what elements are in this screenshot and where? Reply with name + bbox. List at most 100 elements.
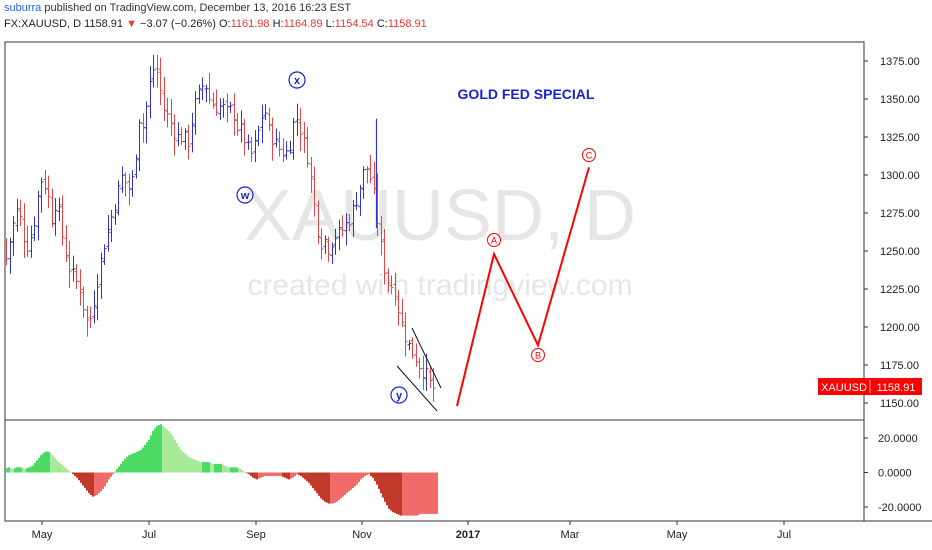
oscillator-bar <box>366 472 368 476</box>
oscillator-bar <box>50 453 52 473</box>
oscillator-bar <box>422 472 424 514</box>
oscillator-bar <box>90 472 92 495</box>
oscillator-bar <box>126 456 128 473</box>
oscillator-bar <box>136 451 138 473</box>
channel-lower-line[interactable] <box>396 365 438 412</box>
oscillator-bar <box>112 472 114 475</box>
osc-tick-label: -20.0000 <box>878 502 921 514</box>
oscillator-bar <box>192 458 194 473</box>
oscillator-bar <box>282 472 284 477</box>
oscillator-bar <box>308 472 310 483</box>
oscillator-bar <box>428 472 430 514</box>
price-tick-label: 1325.00 <box>880 132 920 144</box>
oscillator-bar <box>328 472 330 504</box>
badge-value: 1158.91 <box>877 382 916 394</box>
oscillator-bar <box>88 472 90 494</box>
oscillator-bar <box>286 472 288 479</box>
author-link[interactable]: suburra <box>4 2 42 14</box>
oscillator-bar <box>258 472 260 479</box>
oscillator-bar <box>292 472 294 478</box>
oscillator-bar <box>262 472 264 477</box>
oscillator-bar <box>94 472 96 496</box>
oscillator-bar <box>230 467 232 473</box>
oscillator-bar <box>424 472 426 514</box>
oscillator-bar <box>278 472 280 476</box>
oscillator-bar <box>314 472 316 491</box>
oscillator-bar <box>154 428 156 473</box>
oscillator-bar <box>64 467 66 473</box>
oscillator-bar <box>12 469 14 473</box>
wave-label-b[interactable]: B <box>531 348 545 362</box>
price-tick-label: 1275.00 <box>880 208 920 220</box>
oscillator-bar <box>338 472 340 501</box>
price-tick-label: 1350.00 <box>880 94 920 106</box>
oscillator-bar <box>72 472 74 475</box>
oscillator-bar <box>104 472 106 487</box>
oscillator-bar <box>394 472 396 514</box>
oscillator-bar <box>332 472 334 504</box>
low-value: 1154.54 <box>334 18 374 30</box>
wave-label-x[interactable]: x <box>288 71 306 89</box>
oscillator-bar <box>420 472 422 514</box>
oscillator-bar <box>148 439 150 473</box>
oscillator-bar <box>60 463 62 473</box>
time-axis: May Jul Sep Nov 2017 Mar May Jul <box>32 521 791 541</box>
oscillator-bar <box>310 472 312 486</box>
symbol-name: FX:XAUUSD, D <box>4 18 82 30</box>
oscillator-bar <box>274 472 276 476</box>
price-tick-label: 1225.00 <box>880 284 920 296</box>
oscillator-bar <box>46 451 48 473</box>
oscillator-bar <box>48 451 50 473</box>
svg-text:w: w <box>240 190 250 202</box>
oscillator-bar <box>238 468 240 473</box>
oscillator-bar <box>8 467 10 473</box>
symbol-info: FX:XAUUSD, D 1158.91 ▼ −3.07 (−0.26%) O:… <box>4 18 427 30</box>
open-label: O: <box>218 18 231 30</box>
time-tick-label: May <box>667 529 688 541</box>
oscillator-bar <box>214 463 216 473</box>
time-tick-label: Mar <box>561 529 580 541</box>
oscillator-bar <box>416 472 418 516</box>
oscillator-bar <box>178 446 180 473</box>
watermark-symbol: XAUUSD, D <box>244 176 636 256</box>
badge-symbol: XAUUSD <box>821 382 867 394</box>
time-tick-label: 2017 <box>456 529 480 541</box>
oscillator-bar <box>400 472 402 516</box>
wave-label-w[interactable]: w <box>236 186 254 204</box>
oscillator-bar <box>352 472 354 489</box>
oscillator-bar <box>364 472 366 476</box>
publish-text: published on TradingView.com, December 1… <box>44 2 352 14</box>
wave-label-c[interactable]: C <box>582 148 596 162</box>
chart-annotation-title: GOLD FED SPECIAL <box>458 86 595 102</box>
oscillator-bar <box>132 453 134 473</box>
oscillator-bar <box>158 425 160 473</box>
oscillator-bar <box>222 464 224 473</box>
svg-text:B: B <box>535 351 541 361</box>
oscillator-bar <box>396 472 398 514</box>
oscillator-bar <box>436 472 438 514</box>
wave-label-y[interactable]: y <box>390 386 408 404</box>
oscillator-bar <box>344 472 346 495</box>
oscillator-bar <box>176 443 178 473</box>
svg-text:y: y <box>396 390 403 402</box>
channel-upper-line[interactable] <box>411 327 442 389</box>
oscillator-bar <box>250 472 252 476</box>
oscillator-bar <box>128 455 130 473</box>
oscillator-bar <box>142 447 144 473</box>
oscillator-bar <box>254 472 256 479</box>
oscillator-bar <box>216 463 218 473</box>
osc-tick-label: 20.0000 <box>878 433 918 445</box>
oscillator-bar <box>224 465 226 473</box>
projection-line[interactable] <box>456 167 590 407</box>
oscillator-bar <box>236 467 238 473</box>
oscillator-bar <box>348 472 350 492</box>
oscillator-bar <box>36 460 38 473</box>
oscillator-bar <box>256 472 258 480</box>
oscillator-bar <box>306 472 308 482</box>
oscillator-bar <box>410 472 412 516</box>
oscillator-bar <box>130 454 132 473</box>
wave-label-a[interactable]: A <box>487 233 501 247</box>
oscillator-bar <box>288 472 290 480</box>
oscillator-bar <box>260 472 262 478</box>
